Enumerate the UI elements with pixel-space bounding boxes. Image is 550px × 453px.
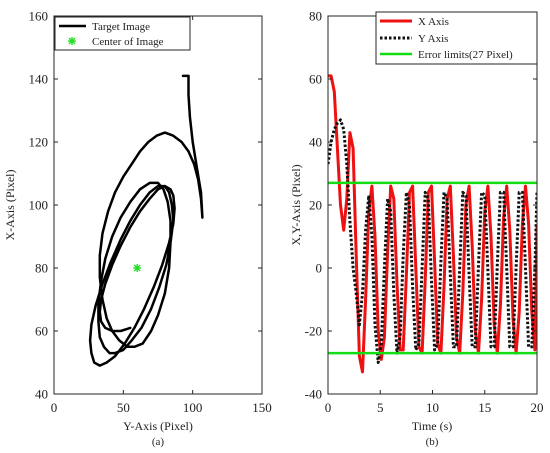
- panel-b-series-0-line: [328, 74, 537, 374]
- legend-label-target-image: Target Image: [92, 21, 150, 33]
- panel-b-ytick-label-5: 60: [309, 72, 322, 87]
- legend-swatch-center-of-image: [68, 37, 76, 45]
- panel-a-ytick-label-6: 160: [29, 9, 49, 24]
- panel-b-caption: (b): [426, 436, 439, 448]
- panel-a-ytick-label-0: 40: [35, 387, 48, 402]
- legend-label-y-axis: Y Axis: [418, 33, 448, 45]
- legend-label-error-limits: Error limits(27 Pixel): [418, 49, 513, 61]
- panel-a-ylabel: X-Axis (Pixel): [3, 170, 17, 241]
- panel-a-series-layer: [88, 74, 204, 367]
- panel-b-ytick-label-6: 80: [309, 9, 322, 24]
- panel-a-plot-area: [54, 16, 262, 394]
- panel-a-ytick-label-2: 80: [35, 261, 48, 276]
- panel-b-ytick-label-3: 20: [309, 198, 322, 213]
- legend-label-center-of-image: Center of Image: [92, 36, 164, 48]
- panel-a-ytick-label-4: 120: [29, 135, 49, 150]
- panel-b-ylabel: X,Y-Axis (Pixel): [289, 164, 303, 245]
- panel-b-xlabel: Time (s): [412, 419, 453, 433]
- panel-a-xtick-label-3: 150: [252, 400, 272, 415]
- legend-label-x-axis: X Axis: [418, 16, 449, 28]
- panel-a-legend: Target Image Center of Image: [54, 16, 191, 51]
- panel-b-xtick-label-4: 20: [531, 400, 544, 415]
- panel-b-ytick-label-1: -20: [305, 324, 322, 339]
- panel-b-ticks: 0 5 10 15 20 -40 -20 0 20 40 60 80: [305, 9, 544, 416]
- panel-b-ytick-label-2: 0: [316, 261, 323, 276]
- panel-b: 0 5 10 15 20 -40 -20 0 20 40 60 80 Time (s) X,Y-Axi…: [289, 9, 544, 449]
- panel-a-ticks: 0 50 100 150 40 60 80 100 120 140 160: [29, 9, 272, 416]
- panel-a-legend-box: [54, 16, 191, 51]
- panel-a-ytick-label-3: 100: [29, 198, 49, 213]
- panel-b-xtick-label-3: 15: [478, 400, 491, 415]
- panel-b-series-1-line: [328, 118, 537, 364]
- panel-b-xtick-label-1: 5: [377, 400, 384, 415]
- panel-b-legend: X Axis Y Axis Error limits(27 Pixel): [375, 11, 538, 65]
- panel-b-xtick-label-2: 10: [426, 400, 439, 415]
- panel-a-center-marker: [133, 264, 142, 272]
- panel-a-xtick-label-2: 100: [183, 400, 203, 415]
- panel-a-xlabel: Y-Axis (Pixel): [123, 419, 193, 433]
- panel-b-xtick-label-0: 0: [325, 400, 332, 415]
- panel-a-xtick-label-1: 50: [117, 400, 130, 415]
- panel-a-xtick-label-0: 0: [51, 400, 58, 415]
- panel-b-ytick-label-4: 40: [309, 135, 322, 150]
- panel-a-caption: (a): [152, 436, 165, 448]
- panel-b-series-layer: [328, 74, 537, 374]
- panel-b-ytick-label-0: -40: [305, 387, 322, 402]
- panel-a: 0 50 100 150 40 60 80 100 120 140 160 Y-Axis (Pixe…: [3, 9, 272, 449]
- panel-a-series-0-line: [88, 74, 204, 367]
- panel-a-ytick-label-1: 60: [35, 324, 48, 339]
- panel-a-ytick-label-5: 140: [29, 72, 49, 87]
